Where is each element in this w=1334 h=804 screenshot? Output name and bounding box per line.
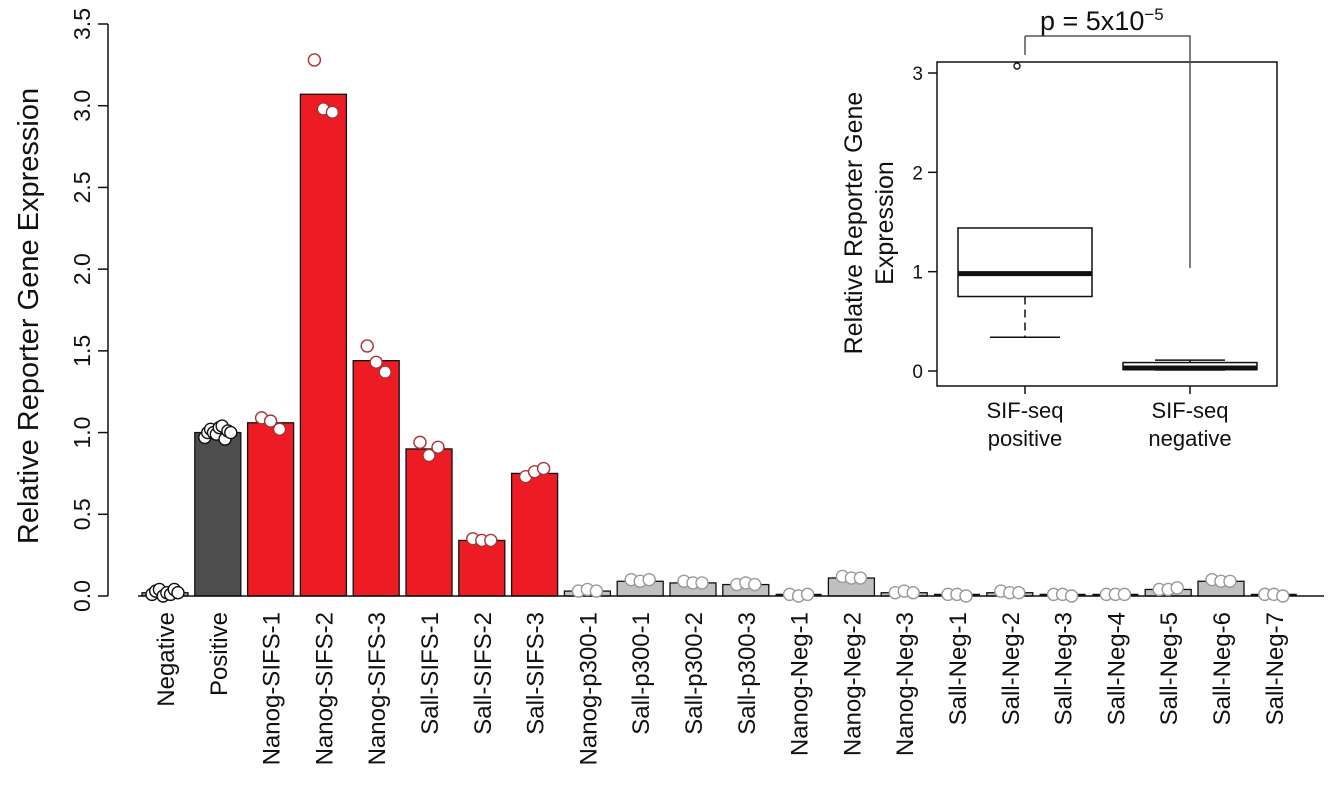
replicate-point bbox=[422, 448, 436, 463]
main-x-tick-label: Sall-p300-2 bbox=[681, 612, 708, 735]
main-x-tick-label: Sall-Neg-6 bbox=[1209, 612, 1236, 725]
bar bbox=[510, 472, 559, 597]
replicate-point bbox=[431, 440, 445, 454]
main-x-tick-label: Positive bbox=[206, 612, 233, 696]
bar bbox=[194, 431, 242, 597]
inset-boxplot: Relative Reporter Gene Expression 0 1 2 3 S… bbox=[840, 5, 1278, 451]
replicate-point bbox=[360, 339, 374, 353]
main-x-tick-label: Sall-Neg-5 bbox=[1156, 612, 1183, 725]
replicate-point bbox=[484, 533, 498, 548]
main-x-tick-label: Sall-p300-3 bbox=[734, 612, 761, 735]
replicate-point bbox=[642, 572, 656, 587]
main-x-tick-label: Sall-Neg-3 bbox=[1051, 612, 1078, 725]
bar bbox=[352, 360, 400, 597]
inset-boxes bbox=[957, 62, 1258, 394]
main-x-tick-label: Nanog-SIFS-3 bbox=[364, 612, 391, 765]
inset-x-tick-labels: SIF-seq positive SIF-seq negative bbox=[986, 398, 1231, 451]
main-y-tick-label: 2.0 bbox=[69, 253, 95, 285]
replicate-point bbox=[369, 355, 383, 369]
main-x-tick-label: Nanog-p300-1 bbox=[575, 612, 602, 765]
main-replicate-points bbox=[145, 53, 1290, 603]
replicate-point bbox=[325, 105, 340, 119]
inset-plot-frame bbox=[936, 61, 1278, 387]
main-y-tick-label: 2.5 bbox=[69, 171, 95, 203]
main-y-tick-label: 3.5 bbox=[69, 8, 95, 40]
main-y-axis-title: Relative Reporter Gene Expression bbox=[13, 88, 45, 544]
p-value-annotation: p = 5x10−5 bbox=[1040, 5, 1164, 36]
replicate-point bbox=[853, 571, 868, 585]
main-x-tick-label: Sall-SIFS-2 bbox=[470, 612, 497, 735]
replicate-point bbox=[589, 584, 604, 598]
inset-y-axis-title-line-1: Relative Reporter Gene bbox=[840, 92, 868, 355]
replicate-point bbox=[307, 53, 322, 67]
replicate-point bbox=[695, 576, 709, 590]
main-y-tick-label: 0.0 bbox=[69, 580, 95, 612]
main-x-tick-label: Nanog-Neg-3 bbox=[892, 612, 919, 756]
main-x-tick-labels: Negative Positive Nanog-SIFS-1 Nanog-SIFS-2… bbox=[153, 612, 1289, 765]
inset-y-axis: 0 1 2 3 bbox=[912, 64, 937, 383]
inset-y-tick-label: 0 bbox=[912, 362, 923, 383]
inset-x-tick-label: negative bbox=[1148, 426, 1231, 451]
replicate-point bbox=[959, 589, 973, 603]
replicate-point bbox=[1012, 586, 1026, 600]
replicate-point bbox=[171, 586, 185, 600]
main-x-tick-label: Sall-SIFS-1 bbox=[417, 612, 444, 735]
main-x-tick-label: Nanog-SIFS-2 bbox=[311, 612, 338, 765]
main-x-tick-label: Sall-p300-1 bbox=[628, 612, 655, 735]
bar bbox=[246, 422, 295, 597]
replicate-point bbox=[272, 422, 287, 437]
bar bbox=[458, 539, 506, 597]
main-x-tick-label: Sall-Neg-2 bbox=[998, 612, 1025, 725]
main-y-axis: 0.0 0.5 1.0 1.5 2.0 2.5 3.0 3.5 bbox=[69, 8, 109, 612]
replicate-point bbox=[224, 425, 238, 440]
inset-x-tick-label: SIF-seq bbox=[1151, 398, 1228, 423]
main-x-tick-label: Sall-Neg-4 bbox=[1103, 612, 1130, 725]
inset-y-tick-label: 3 bbox=[912, 64, 923, 85]
main-y-tick-label: 0.5 bbox=[69, 498, 95, 530]
main-x-tick-label: Nanog-Neg-2 bbox=[839, 612, 866, 756]
main-y-tick-label: 1.5 bbox=[69, 335, 95, 367]
main-y-tick-label: 3.0 bbox=[69, 90, 95, 122]
inset-y-tick-label: 2 bbox=[912, 163, 923, 184]
inset-box bbox=[957, 227, 1093, 298]
replicate-point bbox=[1117, 587, 1132, 602]
inset-x-tick-label: SIF-seq bbox=[986, 398, 1063, 423]
inset-outlier bbox=[1013, 62, 1021, 70]
main-x-tick-label: Sall-Neg-1 bbox=[945, 612, 972, 725]
replicate-point bbox=[1223, 574, 1237, 588]
inset-y-axis-title-line-2: Expression bbox=[871, 161, 899, 285]
main-bars bbox=[138, 93, 1324, 597]
main-x-tick-label: Nanog-Neg-1 bbox=[787, 612, 814, 756]
replicate-point bbox=[800, 587, 815, 602]
main-x-tick-label: Sall-SIFS-3 bbox=[523, 612, 550, 735]
bar bbox=[405, 448, 453, 597]
replicate-point bbox=[536, 461, 551, 476]
replicate-point bbox=[1170, 581, 1184, 595]
bar bbox=[299, 93, 348, 597]
inset-y-tick-label: 1 bbox=[912, 263, 923, 284]
replicate-point bbox=[1276, 589, 1290, 603]
main-x-tick-label: Sall-Neg-7 bbox=[1262, 612, 1289, 725]
replicate-point bbox=[748, 577, 762, 592]
inset-x-tick-label: positive bbox=[988, 426, 1063, 451]
significance-bracket bbox=[1024, 35, 1191, 268]
main-bar-chart: Relative Reporter Gene Expression 0.0 0.5… bbox=[13, 8, 1324, 765]
main-x-tick-label: Negative bbox=[153, 612, 180, 707]
main-x-tick-label: Nanog-SIFS-1 bbox=[259, 612, 286, 765]
main-y-tick-label: 1.0 bbox=[69, 417, 95, 449]
replicate-point bbox=[1064, 589, 1079, 603]
replicate-point bbox=[413, 435, 427, 450]
replicate-point bbox=[906, 586, 920, 600]
replicate-point bbox=[263, 414, 278, 428]
replicate-point bbox=[378, 365, 392, 379]
